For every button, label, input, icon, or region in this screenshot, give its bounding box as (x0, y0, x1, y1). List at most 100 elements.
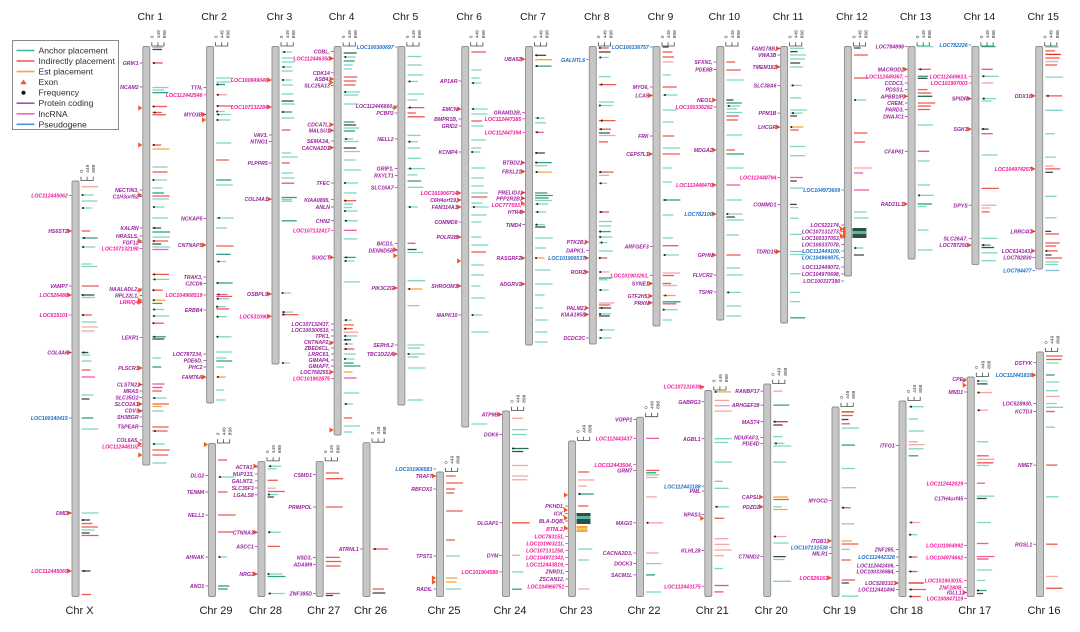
svg-text:TSPEAR: TSPEAR (118, 425, 139, 431)
svg-text:449: 449 (85, 164, 91, 172)
svg-text:MDGA2: MDGA2 (694, 148, 713, 154)
svg-text:898: 898 (608, 30, 614, 38)
svg-text:Protein coding: Protein coding (39, 98, 94, 108)
svg-text:PRKN: PRKN (634, 301, 649, 307)
svg-text:CNTNAP2,: CNTNAP2, (304, 340, 330, 346)
svg-text:SFXN1,: SFXN1, (694, 60, 712, 66)
svg-text:0: 0 (323, 450, 329, 453)
svg-text:CPE: CPE (952, 377, 963, 383)
svg-text:449: 449 (329, 445, 335, 453)
svg-text:NECTIN3,: NECTIN3, (115, 188, 139, 194)
svg-text:ZNRD1,: ZNRD1, (545, 570, 565, 576)
svg-text:LOC100847119: LOC100847119 (927, 597, 964, 603)
svg-text:MALSU1: MALSU1 (309, 129, 330, 135)
svg-text:BLA-DQB,: BLA-DQB, (539, 519, 564, 525)
svg-text:Chr 19: Chr 19 (823, 605, 856, 617)
svg-text:449: 449 (220, 30, 226, 38)
svg-text:898: 898 (162, 30, 168, 38)
svg-text:PCBP2: PCBP2 (376, 111, 393, 117)
svg-text:449: 449 (449, 455, 455, 463)
svg-text:CREM,: CREM, (887, 101, 904, 107)
svg-text:LOC107132284: LOC107132284 (231, 105, 268, 111)
svg-text:TPK1,: TPK1, (315, 334, 330, 340)
svg-text:LHCGR: LHCGR (758, 125, 777, 131)
svg-text:DSTYK: DSTYK (1015, 361, 1034, 367)
svg-text:FAM76A: FAM76A (182, 375, 203, 381)
svg-text:ASB4,: ASB4, (314, 77, 330, 83)
svg-text:PLSCR1: PLSCR1 (118, 366, 139, 372)
svg-text:898: 898 (724, 374, 730, 382)
svg-text:FAM114A1: FAM114A1 (432, 205, 458, 211)
svg-text:0: 0 (1043, 341, 1049, 344)
svg-text:LOC104970698,: LOC104970698, (802, 272, 840, 278)
svg-text:ITGB3,: ITGB3, (811, 539, 828, 545)
svg-text:LOC615101: LOC615101 (40, 313, 68, 319)
svg-text:LOC100336984,: LOC100336984, (856, 570, 894, 576)
svg-text:MACROD2: MACROD2 (878, 67, 904, 73)
svg-text:LOC100300510,: LOC100300510, (292, 328, 330, 334)
svg-text:NRG3: NRG3 (239, 572, 254, 578)
svg-text:Chr 6: Chr 6 (456, 11, 482, 23)
svg-text:LOC100140415: LOC100140415 (31, 416, 68, 422)
svg-text:LOC104968519: LOC104968519 (165, 293, 202, 299)
svg-text:0: 0 (213, 35, 219, 38)
svg-text:C1H3orf52: C1H3orf52 (113, 195, 139, 201)
svg-text:NPAS3: NPAS3 (684, 513, 701, 519)
svg-text:Chr 14: Chr 14 (964, 11, 996, 23)
svg-text:TMEM182: TMEM182 (752, 65, 776, 71)
svg-text:SHROOM3: SHROOM3 (431, 284, 457, 290)
svg-text:Est placement: Est placement (39, 67, 94, 77)
svg-text:898: 898 (783, 367, 789, 375)
svg-text:ACTA1,: ACTA1, (234, 465, 253, 471)
svg-text:NSD3,: NSD3, (297, 556, 312, 562)
svg-text:Anchor placement: Anchor placement (39, 46, 109, 56)
svg-text:LOC101906537: LOC101906537 (548, 256, 586, 262)
svg-text:0: 0 (532, 35, 538, 38)
svg-text:PLPPR5: PLPPR5 (248, 161, 268, 167)
svg-text:KIAA1958: KIAA1958 (561, 313, 585, 319)
svg-text:MAST4: MAST4 (742, 420, 760, 426)
svg-text:ICK,: ICK, (554, 512, 564, 518)
svg-text:DLGAP1: DLGAP1 (477, 521, 498, 527)
svg-text:LCA5: LCA5 (635, 94, 649, 100)
svg-text:LOC782226: LOC782226 (939, 43, 967, 49)
svg-text:CACNA2D3,: CACNA2D3, (603, 551, 633, 557)
svg-text:LOC107132437,: LOC107132437, (292, 322, 330, 328)
svg-text:DDX10: DDX10 (1015, 94, 1032, 100)
svg-text:SUGCT: SUGCT (312, 256, 331, 262)
svg-text:MAGI1: MAGI1 (616, 521, 633, 527)
svg-text:LOC104972343,: LOC104972343, (526, 556, 564, 562)
svg-text:Chr 27: Chr 27 (307, 605, 340, 617)
svg-text:SLC35F3: SLC35F3 (232, 486, 254, 492)
svg-text:898: 898 (545, 30, 551, 38)
svg-text:SLC25A13: SLC25A13 (304, 84, 330, 90)
svg-text:0: 0 (1043, 35, 1049, 38)
svg-text:LOC104974662: LOC104974662 (926, 556, 963, 562)
svg-text:MYOCD: MYOCD (808, 499, 828, 505)
svg-text:0: 0 (771, 373, 777, 376)
svg-text:ASCC1: ASCC1 (235, 545, 254, 551)
svg-text:Chr X: Chr X (65, 605, 94, 617)
svg-text:GIMAP4,: GIMAP4, (309, 358, 330, 364)
svg-text:UBA52: UBA52 (504, 57, 521, 63)
svg-text:Chr 21: Chr 21 (696, 605, 729, 617)
svg-text:LOC531090: LOC531090 (240, 314, 268, 320)
svg-text:LOC112441816: LOC112441816 (996, 373, 1033, 379)
svg-text:ADAM9: ADAM9 (293, 563, 313, 569)
svg-text:RASGRF2: RASGRF2 (497, 256, 522, 262)
svg-text:DOCK3: DOCK3 (614, 562, 632, 568)
svg-text:GALNTL6: GALNTL6 (561, 58, 585, 64)
svg-text:ROR2: ROR2 (571, 270, 586, 276)
svg-text:0: 0 (915, 35, 921, 38)
svg-text:OSBPL9: OSBPL9 (247, 292, 268, 298)
svg-text:LRRIQ4: LRRIQ4 (120, 300, 139, 306)
svg-text:NME7: NME7 (1018, 463, 1034, 469)
svg-text:LGALS8: LGALS8 (233, 493, 254, 499)
svg-text:LOC112446350: LOC112446350 (293, 57, 330, 63)
svg-text:ZSCAN12,: ZSCAN12, (538, 577, 564, 583)
svg-text:Chr 9: Chr 9 (648, 11, 674, 23)
svg-text:DYM: DYM (487, 553, 499, 559)
svg-text:0: 0 (787, 35, 793, 38)
svg-text:898: 898 (991, 30, 997, 38)
svg-text:PML: PML (690, 489, 701, 495)
